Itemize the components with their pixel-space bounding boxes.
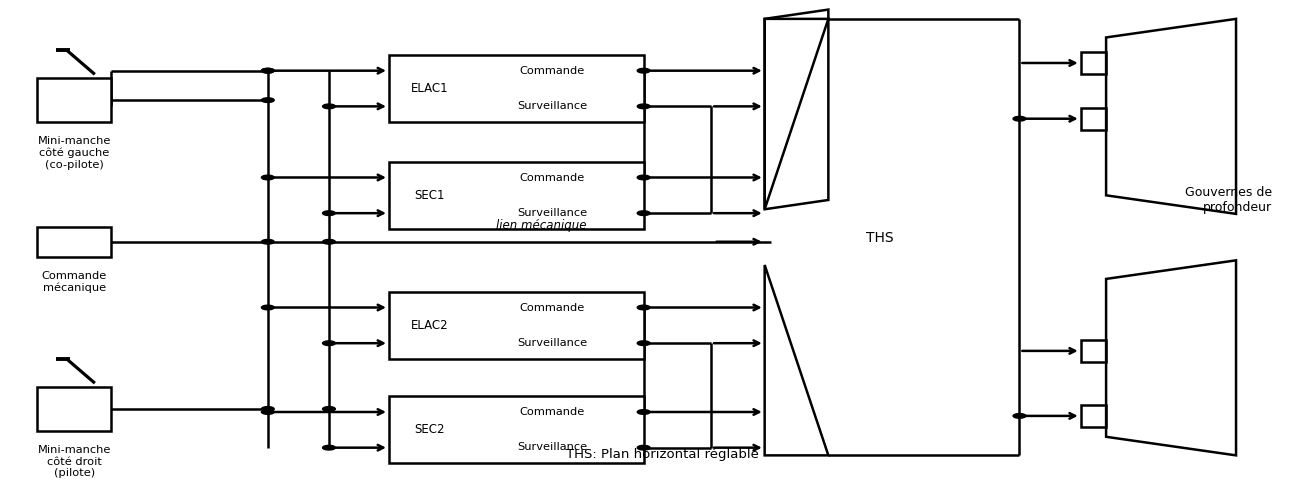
Text: Commande: Commande bbox=[519, 173, 585, 183]
Text: SEC1: SEC1 bbox=[415, 189, 445, 202]
Circle shape bbox=[637, 446, 650, 450]
Text: THS: THS bbox=[866, 231, 893, 245]
Bar bbox=[389, 396, 644, 463]
Text: SEC2: SEC2 bbox=[415, 423, 445, 436]
Circle shape bbox=[637, 68, 650, 73]
Bar bbox=[1080, 108, 1106, 130]
Text: Commande: Commande bbox=[519, 66, 585, 76]
Text: Surveillance: Surveillance bbox=[517, 338, 588, 348]
Circle shape bbox=[322, 211, 335, 215]
Bar bbox=[389, 55, 644, 122]
Circle shape bbox=[637, 175, 650, 180]
Circle shape bbox=[637, 410, 650, 414]
Circle shape bbox=[261, 98, 274, 102]
Circle shape bbox=[261, 68, 274, 73]
Circle shape bbox=[261, 68, 274, 73]
Circle shape bbox=[261, 175, 274, 180]
Circle shape bbox=[322, 446, 335, 450]
Circle shape bbox=[1013, 117, 1026, 121]
Circle shape bbox=[261, 305, 274, 310]
Text: Surveillance: Surveillance bbox=[517, 442, 588, 453]
Text: Commande
mécanique: Commande mécanique bbox=[42, 271, 107, 293]
Bar bbox=[1080, 52, 1106, 74]
Circle shape bbox=[261, 407, 274, 411]
Circle shape bbox=[322, 240, 335, 244]
Circle shape bbox=[261, 410, 274, 414]
Text: Gouvernes de
profondeur: Gouvernes de profondeur bbox=[1184, 186, 1271, 214]
Bar bbox=[38, 387, 111, 431]
Circle shape bbox=[637, 305, 650, 310]
Text: ELAC1: ELAC1 bbox=[411, 82, 448, 95]
Bar bbox=[38, 78, 111, 122]
Text: Commande: Commande bbox=[519, 303, 585, 313]
Circle shape bbox=[1013, 413, 1026, 418]
Circle shape bbox=[322, 407, 335, 411]
Text: Mini-manche
côté droit
(pilote): Mini-manche côté droit (pilote) bbox=[38, 445, 111, 478]
Bar bbox=[1080, 405, 1106, 427]
Text: Mini-manche
côté gauche
(co-pilote): Mini-manche côté gauche (co-pilote) bbox=[38, 136, 111, 170]
Text: THS: Plan horizontal réglable: THS: Plan horizontal réglable bbox=[567, 448, 759, 461]
Circle shape bbox=[322, 341, 335, 345]
Circle shape bbox=[637, 341, 650, 345]
Circle shape bbox=[261, 240, 274, 244]
Bar bbox=[389, 162, 644, 229]
Bar bbox=[38, 227, 111, 257]
Text: Surveillance: Surveillance bbox=[517, 208, 588, 218]
Bar bbox=[1080, 340, 1106, 362]
Text: Surveillance: Surveillance bbox=[517, 101, 588, 111]
Circle shape bbox=[322, 104, 335, 109]
Circle shape bbox=[637, 104, 650, 109]
Text: lien mécanique: lien mécanique bbox=[497, 219, 588, 233]
Text: Commande: Commande bbox=[519, 408, 585, 417]
Bar bbox=[389, 291, 644, 359]
Circle shape bbox=[637, 211, 650, 215]
Text: ELAC2: ELAC2 bbox=[411, 319, 448, 332]
